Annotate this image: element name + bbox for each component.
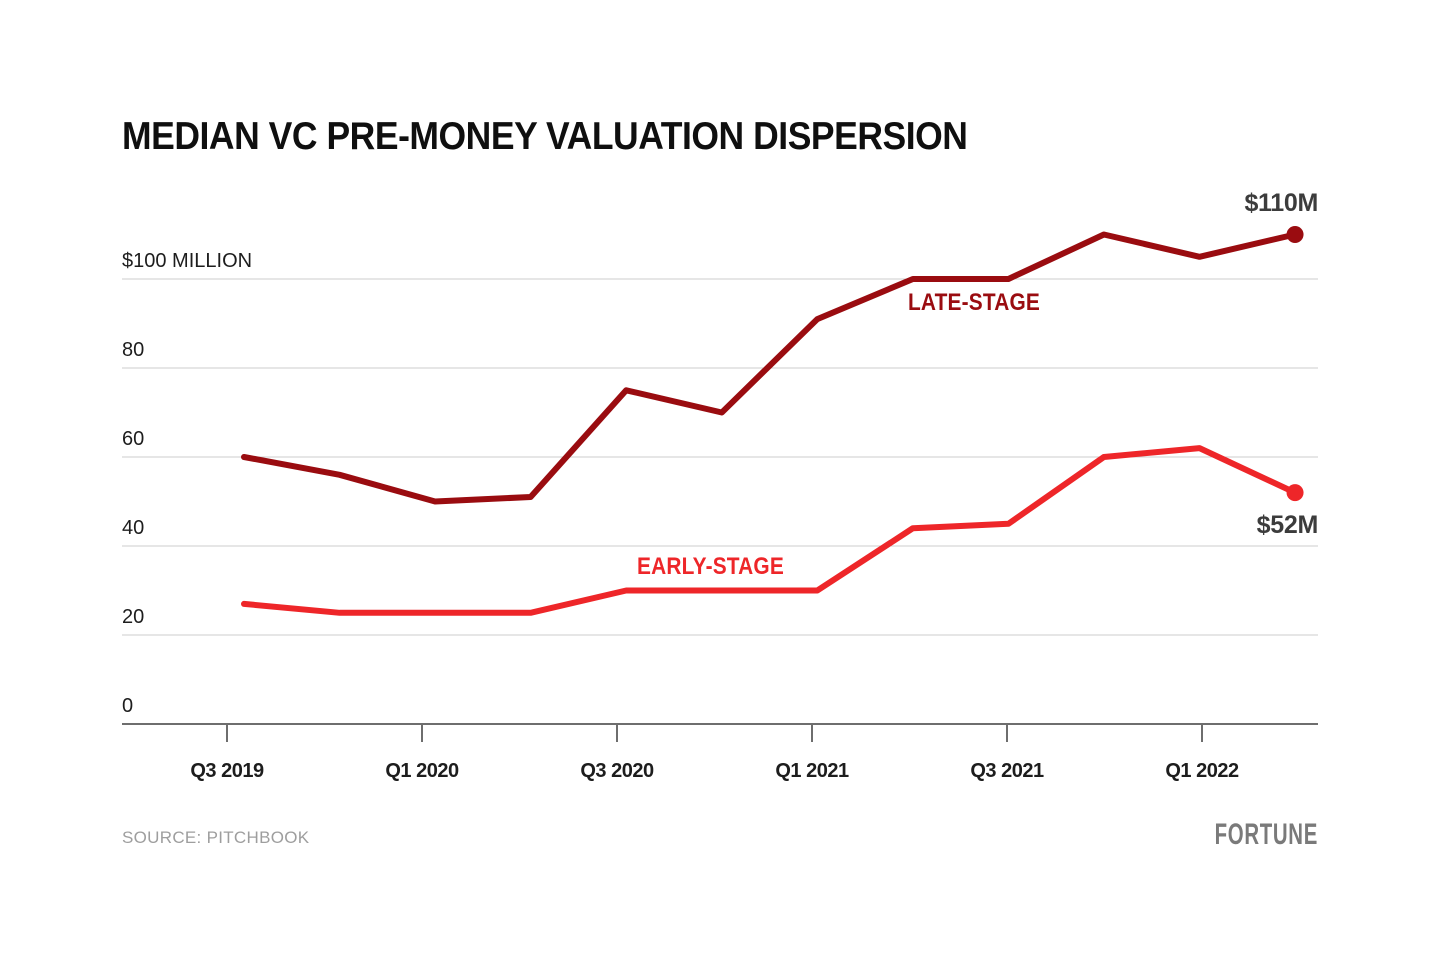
x-axis-label-3: Q1 2021 — [775, 760, 849, 782]
source-credit: SOURCE: PITCHBOOK — [122, 828, 310, 847]
x-axis-label-4: Q3 2021 — [970, 760, 1044, 782]
late-stage-line — [241, 231, 1298, 505]
y-axis-label-80: 80 — [122, 339, 144, 361]
chart-title: MEDIAN VC PRE-MONEY VALUATION DISPERSION — [122, 115, 968, 158]
late-stage-series-label: LATE-STAGE — [908, 289, 1041, 316]
x-axis-label-1: Q1 2020 — [385, 760, 459, 782]
early-stage-line — [241, 445, 1298, 616]
fortune-logo: FORTUNE — [1214, 818, 1318, 851]
x-axis-label-0: Q3 2019 — [190, 760, 264, 782]
early-stage-end-value-label: $52M — [1256, 511, 1319, 539]
y-axis-label-100: $100 MILLION — [122, 250, 252, 272]
early-stage-series-label: EARLY-STAGE — [637, 553, 784, 580]
late-stage-end-dot — [1286, 226, 1304, 243]
x-axis-label-5: Q1 2022 — [1165, 760, 1239, 782]
y-axis-label-40: 40 — [122, 517, 144, 539]
x-axis-label-2: Q3 2020 — [580, 760, 654, 782]
y-axis-label-0: 0 — [122, 695, 133, 717]
early-stage-end-dot — [1286, 484, 1304, 502]
y-axis-label-20: 20 — [122, 606, 144, 628]
late-stage-end-value-label: $110M — [1244, 189, 1318, 217]
y-axis-label-60: 60 — [122, 428, 144, 450]
